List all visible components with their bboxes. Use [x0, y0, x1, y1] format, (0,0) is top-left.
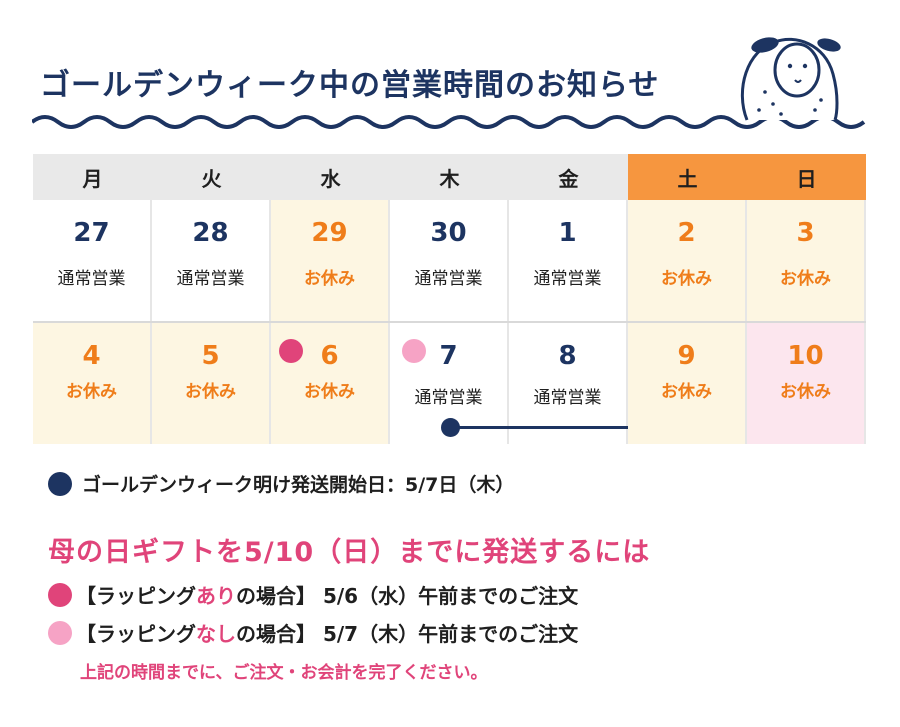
day-number: 29 — [311, 218, 348, 248]
day-status: お休み — [304, 382, 355, 402]
gift-row-highlight: あり — [196, 584, 236, 608]
day-status: お休み — [780, 382, 831, 402]
calendar: 月 火 水 木 金 土 日 27 通常営業 28 通常営業 29 お休み 30 通常営業… — [33, 154, 866, 444]
calendar-day: 1 通常営業 — [509, 200, 628, 321]
page-title: ゴールデンウィーク中の営業時間のお知らせ — [40, 68, 660, 103]
calendar-day: 3 お休み — [747, 200, 866, 321]
weekday-tue: 火 — [152, 154, 271, 200]
calendar-day: 29 お休み — [271, 200, 390, 321]
day-status: お休み — [185, 382, 236, 402]
calendar-day: 9 お休み — [628, 323, 747, 444]
wave-divider — [32, 115, 866, 129]
day-status: お休み — [661, 382, 712, 402]
day-status: お休み — [780, 269, 831, 289]
calendar-day: 28 通常営業 — [152, 200, 271, 321]
shipping-timeline-line — [450, 426, 628, 429]
calendar-day: 6 お休み — [271, 323, 390, 444]
pink-dot-icon — [48, 582, 72, 607]
day-number: 3 — [796, 218, 815, 248]
gift-row-without-wrapping: 【ラッピング なし の場合】 5/7（木）午前までのご注文 — [48, 618, 578, 647]
calendar-day: 30 通常営業 — [390, 200, 509, 321]
calendar-day: 27 通常営業 — [33, 200, 152, 321]
day-number: 1 — [558, 218, 577, 248]
weekday-fri: 金 — [509, 154, 628, 200]
day-number: 10 — [787, 341, 824, 371]
calendar-day: 2 お休み — [628, 200, 747, 321]
calendar-day: 10 お休み — [747, 323, 866, 444]
day-number: 28 — [192, 218, 229, 248]
day-number: 4 — [82, 341, 101, 371]
day-number: 6 — [320, 341, 339, 371]
day-number: 9 — [677, 341, 696, 371]
gift-row-post: の場合】 5/6（水）午前までのご注文 — [236, 584, 579, 608]
gift-row-post: の場合】 5/7（木）午前までのご注文 — [236, 622, 579, 646]
day-number: 5 — [201, 341, 220, 371]
shipping-note: ゴールデンウィーク明け発送開始日：5/7日（木） — [48, 470, 514, 497]
day-number: 8 — [558, 341, 577, 371]
day-status: 通常営業 — [414, 388, 483, 408]
calendar-grid: 27 通常営業 28 通常営業 29 お休み 30 通常営業 1 通常営業 2 お休み 3 お… — [33, 200, 866, 444]
day-status: 通常営業 — [57, 269, 126, 289]
navy-dot-icon — [48, 471, 72, 496]
calendar-day: 8 通常営業 — [509, 323, 628, 444]
sheep-icon — [740, 37, 841, 121]
calendar-header: 月 火 水 木 金 土 日 — [33, 154, 866, 200]
no-wrapping-deadline-dot — [402, 339, 426, 363]
gift-row-pre: 【ラッピング — [76, 584, 196, 608]
day-status: お休み — [304, 269, 355, 289]
day-status: 通常営業 — [533, 388, 602, 408]
weekday-sun: 日 — [747, 154, 866, 200]
day-status: お休み — [66, 382, 117, 402]
shipping-start-dot — [441, 418, 460, 437]
gift-footer: 上記の時間までに、ご注文・お会計を完了ください。 — [80, 663, 488, 683]
weekday-mon: 月 — [33, 154, 152, 200]
day-number: 7 — [439, 341, 458, 371]
calendar-day: 4 お休み — [33, 323, 152, 444]
weekday-wed: 水 — [271, 154, 390, 200]
shipping-note-text: ゴールデンウィーク明け発送開始日：5/7日（木） — [82, 474, 515, 496]
day-status: 通常営業 — [414, 269, 483, 289]
gift-row-pre: 【ラッピング — [76, 622, 196, 646]
calendar-day: 5 お休み — [152, 323, 271, 444]
day-status: 通常営業 — [176, 269, 245, 289]
day-number: 30 — [430, 218, 467, 248]
weekday-sat: 土 — [628, 154, 747, 200]
gift-row-with-wrapping: 【ラッピング あり の場合】 5/6（水）午前までのご注文 — [48, 580, 578, 609]
day-number: 2 — [677, 218, 696, 248]
gift-row-highlight: なし — [196, 622, 236, 646]
light-pink-dot-icon — [48, 620, 72, 645]
day-number: 27 — [73, 218, 110, 248]
day-status: 通常営業 — [533, 269, 602, 289]
day-status: お休み — [661, 269, 712, 289]
gift-title: 母の日ギフトを5/10（日）までに発送するには — [48, 537, 651, 568]
weekday-thu: 木 — [390, 154, 509, 200]
wrapping-deadline-dot — [279, 339, 303, 363]
